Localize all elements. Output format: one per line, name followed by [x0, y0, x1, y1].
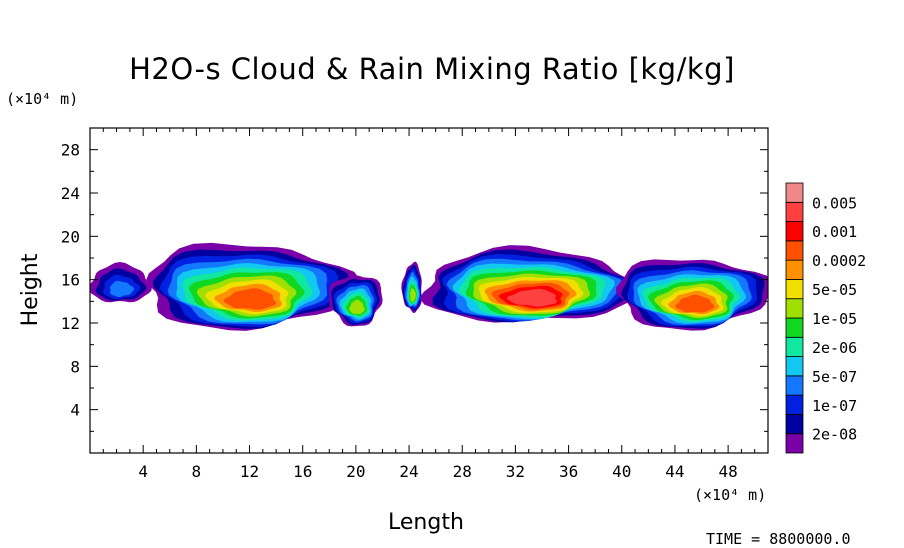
colorbar-swatch — [785, 414, 804, 435]
colorbar-swatch — [785, 221, 804, 242]
colorbar-swatch — [785, 279, 804, 300]
contour-band — [223, 288, 277, 310]
contour-band — [110, 280, 135, 298]
x-tick-label: 36 — [559, 462, 578, 481]
colorbar-swatch — [785, 317, 804, 338]
x-tick-label: 16 — [293, 462, 312, 481]
colorbar-label: 2e-06 — [812, 339, 857, 357]
x-tick-label: 40 — [612, 462, 631, 481]
colorbar: 2e-08 1e-07 5e-07 2e-06 1e-05 5e-05 0.0002 0.00… — [785, 182, 866, 454]
contour-band — [506, 288, 557, 307]
x-tick-label: 28 — [453, 462, 472, 481]
x-tick-label: 4 — [138, 462, 148, 481]
colorbar-swatch — [785, 201, 804, 222]
colorbar-label: 0.005 — [812, 194, 857, 212]
contour-band — [349, 299, 365, 315]
y-tick-label: 28 — [61, 141, 80, 160]
y-tick-label: 4 — [70, 401, 80, 420]
colorbar-swatch — [785, 240, 804, 261]
y-tick-label: 16 — [61, 271, 80, 290]
x-axis-label: Length — [388, 510, 464, 535]
y-axis-unit: (×10⁴ m) — [6, 90, 79, 108]
colorbar-swatch — [785, 394, 804, 415]
colorbar-label: 1e-05 — [812, 310, 857, 328]
y-tick-label: 8 — [70, 357, 80, 376]
colorbar-swatch — [785, 336, 804, 357]
x-tick-label: 8 — [192, 462, 202, 481]
colorbar-swatch — [785, 433, 804, 454]
x-tick-label: 12 — [240, 462, 259, 481]
colorbar-swatch — [785, 182, 804, 203]
colorbar-label: 0.0002 — [812, 252, 866, 270]
colorbar-label: 2e-08 — [812, 426, 857, 444]
colorbar-swatch — [785, 356, 804, 377]
x-tick-label: 32 — [506, 462, 525, 481]
colorbar-label: 5e-07 — [812, 368, 857, 386]
contour-field — [90, 242, 768, 331]
colorbar-swatch — [785, 375, 804, 396]
x-tick-label: 24 — [399, 462, 418, 481]
plot-frame — [89, 127, 769, 454]
x-tick-label: 20 — [346, 462, 365, 481]
x-axis-unit: (×10⁴ m) — [694, 486, 767, 504]
y-tick-label: 24 — [61, 184, 80, 203]
chart-title: H2O-s Cloud & Rain Mixing Ratio [kg/kg] — [129, 52, 735, 86]
colorbar-label: 1e-07 — [812, 397, 857, 415]
colorbar-swatch — [785, 259, 804, 280]
y-tick-label: 20 — [61, 227, 80, 246]
colorbar-label: 5e-05 — [812, 281, 857, 299]
contour-band — [410, 288, 416, 303]
contour-band — [675, 294, 715, 313]
colorbar-swatch — [785, 298, 804, 319]
x-tick-label: 48 — [718, 462, 737, 481]
y-tick-label: 12 — [61, 314, 80, 333]
x-tick-label: 44 — [665, 462, 684, 481]
colorbar-label: 0.001 — [812, 223, 857, 241]
